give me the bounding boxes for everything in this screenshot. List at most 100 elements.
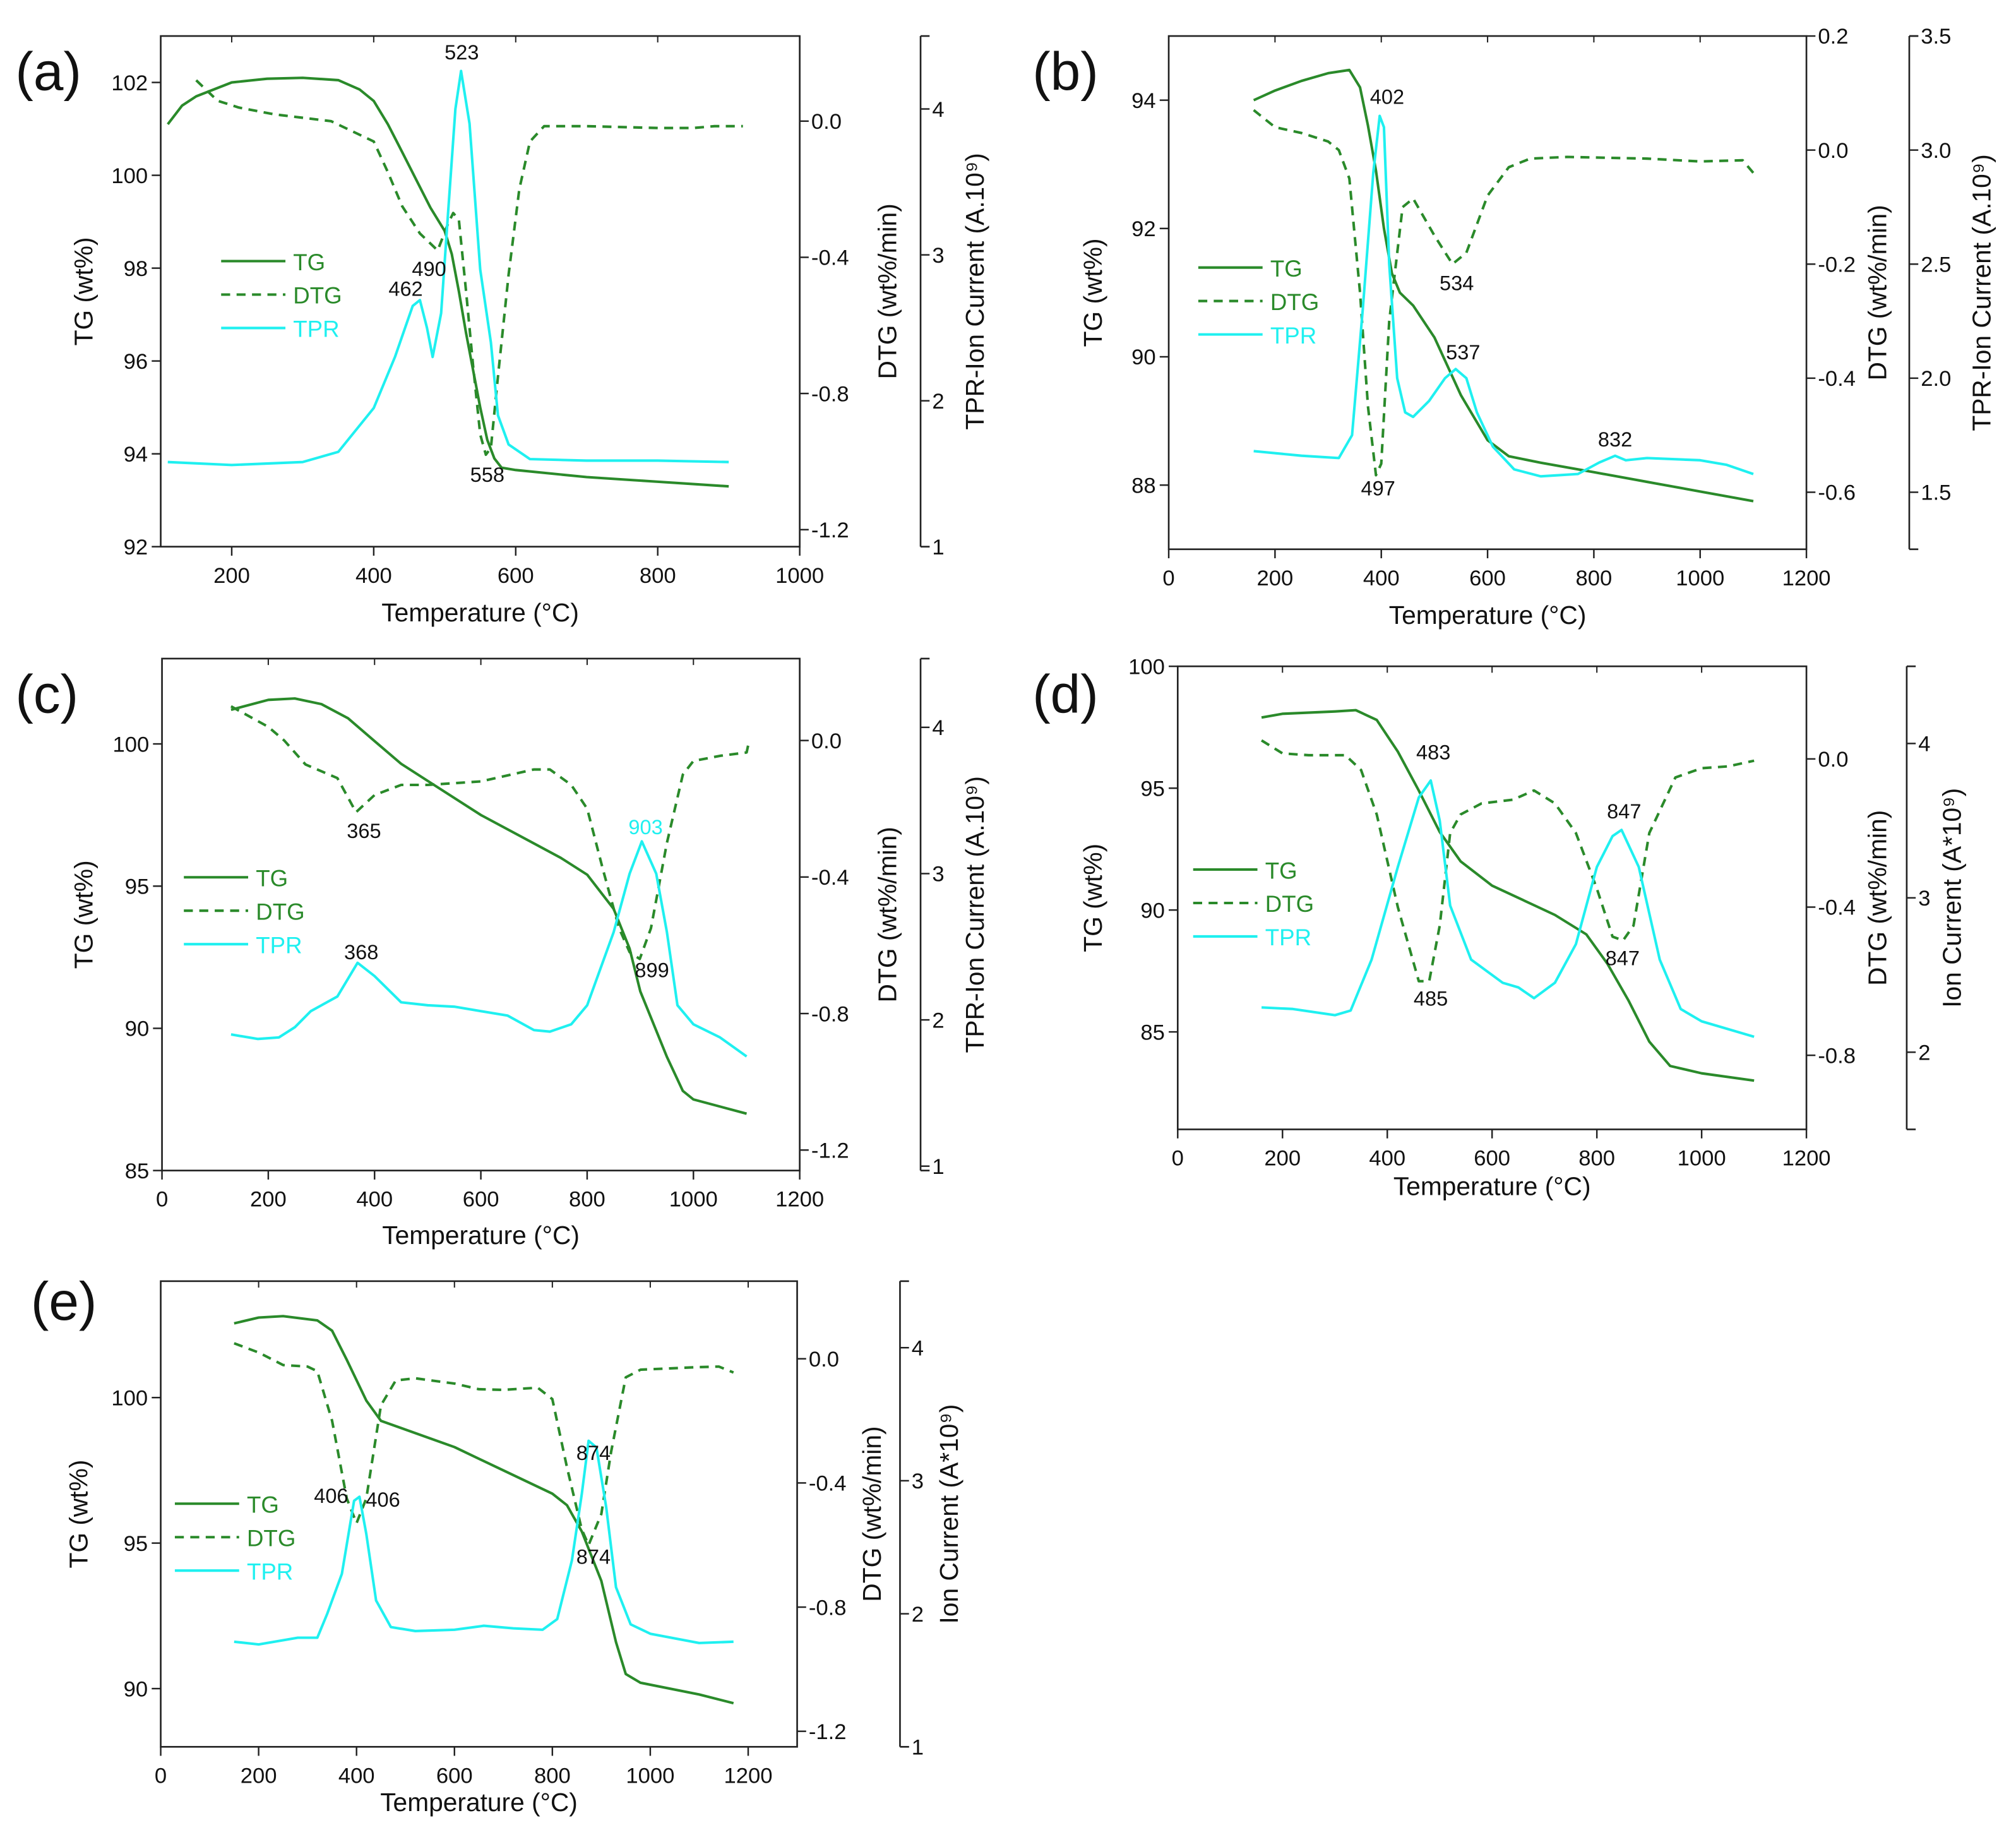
series-tg-line <box>1253 68 1754 503</box>
panel-label: (e) <box>31 1272 97 1332</box>
ion-current-axis-title: Ion Current (A*10⁹) <box>934 1404 963 1624</box>
peak-annotation: 483 <box>1416 741 1450 764</box>
y-tick-label: 95 <box>124 1532 148 1556</box>
peak-annotation: 832 <box>1598 428 1632 451</box>
series-tg-line <box>230 697 748 1115</box>
x-tick-label: 1000 <box>1676 566 1724 590</box>
ion-current-tick-label: 1 <box>912 1735 924 1759</box>
y-tick-label: 95 <box>1140 777 1164 801</box>
y-tick-label: 94 <box>124 443 148 467</box>
ion-current-tick-label: 3.5 <box>1921 25 1951 49</box>
x-tick-label: 1200 <box>775 1188 824 1212</box>
dtg-tick-label: 0.2 <box>1818 25 1848 49</box>
y-tick-label: 96 <box>124 350 148 374</box>
x-tick-label: 600 <box>436 1764 473 1788</box>
panel-d: 0 200 400 600 800 1000 1200 85 90 95 100 -0.8 -0.4 0.… <box>1032 655 1966 1200</box>
tg-axis-title: TG (wt%) <box>1078 844 1107 952</box>
dtg-tick-label: 0.0 <box>811 110 842 134</box>
panel-label: (d) <box>1032 664 1099 724</box>
y-tick-label: 100 <box>112 733 149 757</box>
x-tick-label: 1200 <box>1782 566 1831 590</box>
x-tick-label: 1200 <box>1782 1147 1831 1171</box>
x-axis-title: Temperature (°C) <box>381 598 579 627</box>
x-tick-label: 400 <box>1363 566 1400 590</box>
legend-label-tpr: TPR <box>256 932 302 958</box>
dtg-axis-title: DTG (wt%/min) <box>857 1426 886 1601</box>
x-tick-label: 800 <box>1576 566 1613 590</box>
dtg-tick-label: -1.2 <box>811 1139 849 1163</box>
dtg-tick-label: 0.0 <box>811 729 842 753</box>
x-tick-label: 800 <box>640 564 676 588</box>
dtg-tick-label: -0.4 <box>1818 896 1856 920</box>
peak-annotation: 874 <box>576 1442 611 1464</box>
x-tick-label: 400 <box>1369 1147 1405 1171</box>
dtg-tick-label: 0.0 <box>1818 139 1848 163</box>
y-tick-label: 100 <box>111 164 148 188</box>
x-tick-label: 400 <box>356 1188 393 1212</box>
series-tg-line <box>234 1315 734 1705</box>
peak-annotation: 903 <box>628 816 662 839</box>
x-tick-label: 400 <box>338 1764 375 1788</box>
peak-annotation: 534 <box>1440 272 1474 294</box>
legend-label-dtg: DTG <box>293 283 342 309</box>
dtg-tick-label: -0.4 <box>809 1472 847 1496</box>
legend-label-tg: TG <box>1270 256 1303 282</box>
legend-label-tpr: TPR <box>247 1558 293 1584</box>
peak-annotation: 847 <box>1607 800 1641 823</box>
legend-label-dtg: DTG <box>247 1525 295 1551</box>
ion-current-tick-label: 1.5 <box>1921 481 1951 505</box>
ion-current-tick-label: 2.5 <box>1921 253 1951 277</box>
panel-c: 0 200 400 600 800 1000 1200 85 90 95 100 -1.2 -0.8 -0… <box>15 657 989 1250</box>
y-tick-label: 85 <box>1140 1020 1164 1044</box>
x-tick-label: 1000 <box>669 1188 718 1212</box>
series-dtg-line <box>195 79 743 457</box>
x-tick-label: 200 <box>1264 1147 1301 1171</box>
tg-axis-title: TG (wt%) <box>69 860 98 969</box>
dtg-axis-title: DTG (wt%/min) <box>1863 205 1892 380</box>
series-dtg-line <box>1260 739 1755 983</box>
peak-annotation: 485 <box>1414 987 1448 1010</box>
x-tick-label: 1000 <box>775 564 824 588</box>
peak-annotation: 523 <box>444 41 479 64</box>
ion-current-axis-title: TPR-Ion Current (A.10⁹) <box>960 776 989 1053</box>
peak-annotation: 874 <box>576 1545 611 1568</box>
peak-annotation: 899 <box>635 959 669 981</box>
x-tick-label: 200 <box>241 1764 277 1788</box>
tg-axis-title: TG (wt%) <box>64 1460 93 1569</box>
ion-current-tick-label: 3 <box>932 244 944 268</box>
legend-label-tpr: TPR <box>1270 323 1316 349</box>
y-tick-label: 90 <box>1131 345 1155 369</box>
y-tick-label: 94 <box>1131 89 1155 113</box>
dtg-tick-label: -1.2 <box>809 1720 847 1744</box>
dtg-tick-label: -0.8 <box>1818 1044 1856 1068</box>
x-tick-label: 800 <box>1578 1147 1615 1171</box>
x-axis-title: Temperature (°C) <box>382 1221 580 1250</box>
x-tick-label: 600 <box>463 1188 499 1212</box>
dtg-tick-label: -0.8 <box>809 1596 847 1620</box>
dtg-tick-label: -0.4 <box>811 866 849 890</box>
x-tick-label: 200 <box>250 1188 287 1212</box>
x-tick-label: 600 <box>498 564 534 588</box>
ion-current-tick-label: 1 <box>932 535 944 559</box>
x-axis-title: Temperature (°C) <box>380 1788 578 1817</box>
ion-current-tick-label: 2 <box>912 1603 924 1627</box>
legend-label-tg: TG <box>256 865 288 891</box>
legend-label-tpr: TPR <box>293 316 339 342</box>
dtg-tick-label: 0.0 <box>809 1348 839 1372</box>
x-tick-label: 400 <box>355 564 392 588</box>
legend-label-tg: TG <box>293 249 325 275</box>
series-tpr-line <box>167 69 729 467</box>
ion-current-tick-label: 2.0 <box>1921 367 1951 391</box>
dtg-tick-label: -0.8 <box>811 1002 849 1026</box>
ion-current-axis-title: Ion Current (A*10⁹) <box>1937 788 1966 1008</box>
tg-axis-title: TG (wt%) <box>1078 238 1107 347</box>
x-axis-title: Temperature (°C) <box>1389 601 1587 630</box>
ion-current-axis-title: TPR-Ion Current (A.10⁹) <box>1967 154 1996 431</box>
panel-e: 0 200 400 600 800 1000 1200 90 95 100 -1.2 -0.8 -0.4… <box>31 1272 963 1817</box>
ion-current-tick-label: 4 <box>932 98 944 122</box>
ion-current-axis-title: TPR-Ion Current (A.10⁹) <box>960 153 989 429</box>
ion-current-tick-label: 4 <box>912 1336 924 1360</box>
panel-label: (b) <box>1032 42 1099 102</box>
y-tick-label: 90 <box>1140 899 1164 923</box>
peak-annotation: 490 <box>412 258 446 280</box>
